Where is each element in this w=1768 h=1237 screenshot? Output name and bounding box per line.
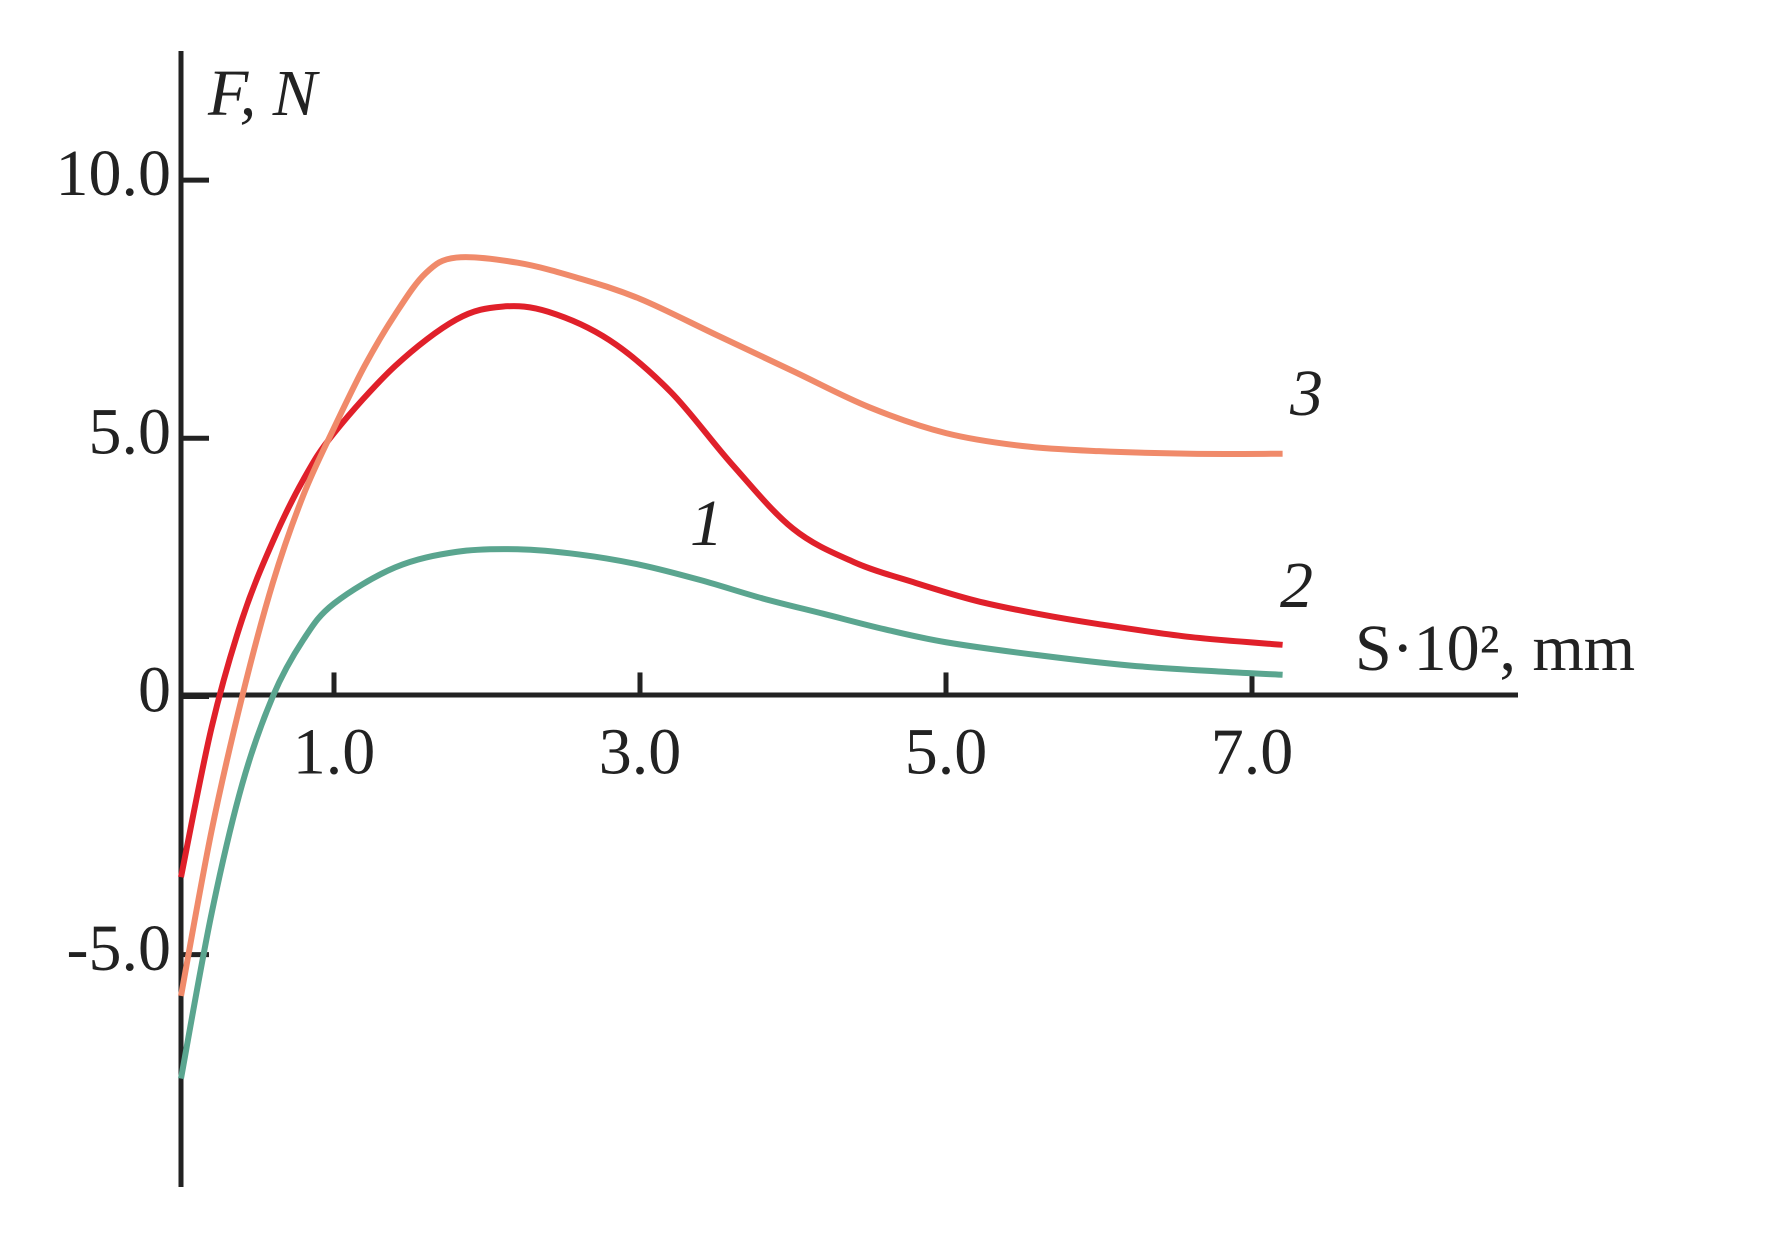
curve-label: 3 (1289, 357, 1323, 430)
y-tick-label: -5.0 (67, 912, 171, 985)
curve-label: 2 (1280, 549, 1313, 622)
line-series (178, 254, 1283, 997)
line-series (178, 546, 1283, 1080)
x-axis-label: S·10², mm (1355, 612, 1635, 685)
x-tick-label: 1.0 (293, 716, 376, 789)
curve-label: 1 (690, 487, 723, 560)
x-tick-label: 3.0 (599, 716, 682, 789)
y-tick-label: 0 (138, 654, 171, 727)
y-axis-label: F, N (207, 57, 321, 130)
y-tick-label: 10.0 (56, 137, 172, 210)
x-tick-label: 7.0 (1211, 716, 1294, 789)
line-series (178, 303, 1283, 878)
x-tick-label: 5.0 (905, 716, 988, 789)
y-tick-label: 5.0 (89, 395, 172, 468)
